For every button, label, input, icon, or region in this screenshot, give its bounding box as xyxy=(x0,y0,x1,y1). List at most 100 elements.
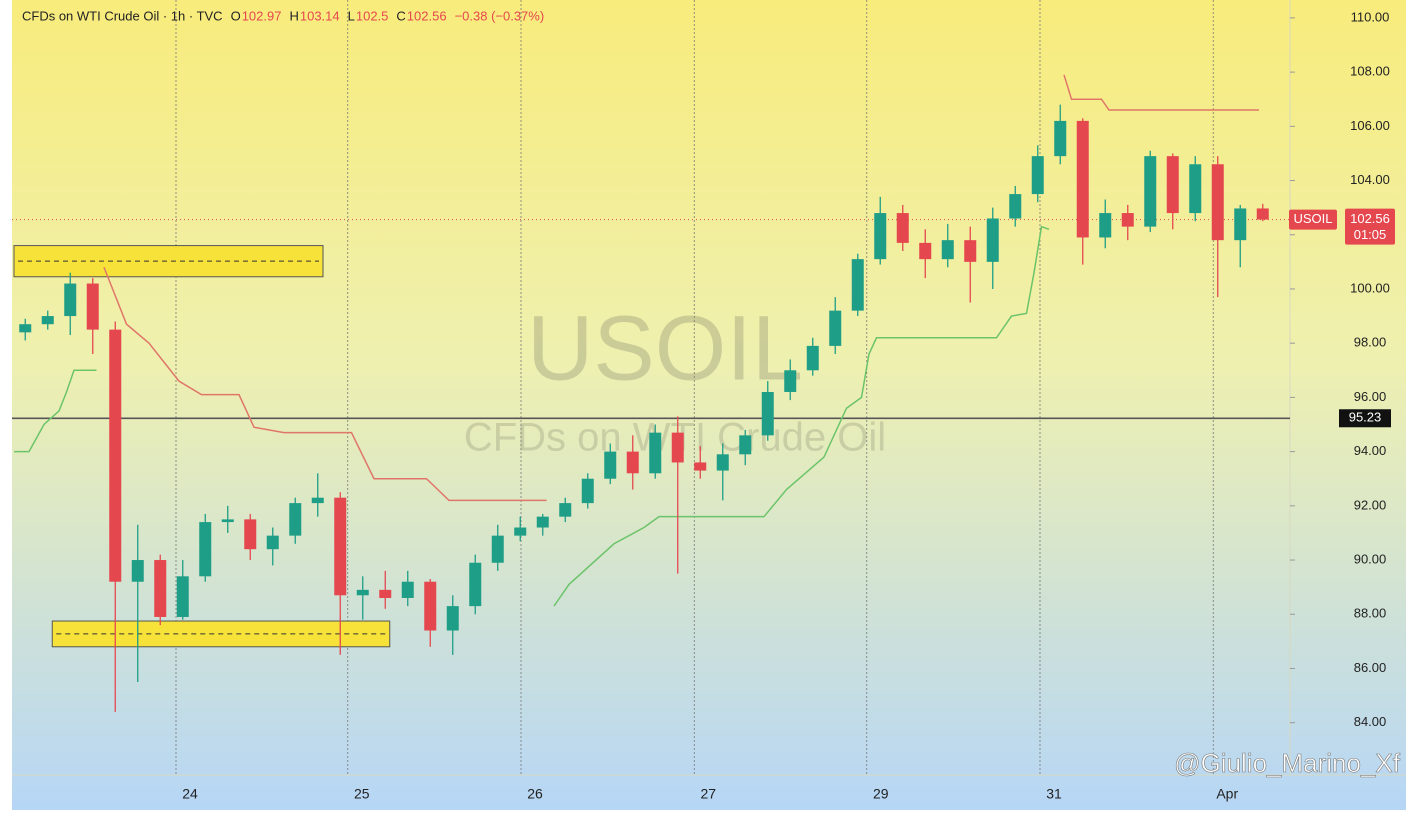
x-tick-label: 31 xyxy=(1046,786,1062,802)
candle-body xyxy=(536,516,549,528)
level-tag xyxy=(1339,409,1391,428)
candle-body xyxy=(356,589,369,596)
price-value: 102.56 xyxy=(1350,211,1390,226)
plot xyxy=(12,74,1290,712)
candle-body xyxy=(1076,120,1089,238)
candle-body xyxy=(109,329,122,582)
candle-body xyxy=(919,242,932,260)
candle-body xyxy=(1166,156,1179,214)
candle-body xyxy=(491,535,504,563)
symbol: CFDs on WTI Crude Oil · 1h · TVC xyxy=(22,8,223,23)
indicator-line xyxy=(103,74,1259,502)
candle-body xyxy=(851,259,864,311)
candle-body xyxy=(289,503,302,536)
candle-body xyxy=(379,589,392,598)
candle-body xyxy=(941,240,954,260)
x-tick-label: 25 xyxy=(354,786,370,802)
candle-body xyxy=(401,581,414,598)
candle-body xyxy=(41,316,54,325)
x-tick-label: 29 xyxy=(873,786,889,802)
y-tick-label: 92.00 xyxy=(1354,497,1387,512)
candle-body xyxy=(514,527,527,536)
candle-body xyxy=(1099,213,1112,238)
candle-body xyxy=(334,497,347,596)
y-tick-label: 104.00 xyxy=(1350,172,1390,187)
candle-body xyxy=(829,310,842,346)
y-tick-label: 86.00 xyxy=(1354,660,1387,675)
candle-body xyxy=(244,519,257,550)
candle-body xyxy=(1031,156,1044,195)
header: CFDs on WTI Crude Oil · 1h · TVC O 102.97 H… xyxy=(22,8,544,23)
y-tick-label: 84.00 xyxy=(1354,714,1387,729)
level-label: 95.23 xyxy=(1349,410,1382,425)
open-label: O xyxy=(231,8,241,23)
candle-body xyxy=(469,562,482,607)
high-label: H xyxy=(289,8,298,23)
price-tag xyxy=(1345,208,1395,245)
y-tick-label: 106.00 xyxy=(1350,118,1390,133)
y-tick-label: 90.00 xyxy=(1354,551,1387,566)
candle-body xyxy=(311,497,324,504)
x-tick-label: 24 xyxy=(182,786,198,802)
close-value: 102.56 xyxy=(407,8,447,23)
candle-body xyxy=(694,462,707,471)
y-tick-label: 88.00 xyxy=(1354,606,1387,621)
candle-body xyxy=(154,560,167,617)
watermark-ticker: USOIL xyxy=(527,297,803,399)
candle-body xyxy=(221,519,234,523)
x-tick-label: 27 xyxy=(700,786,716,802)
candle-body xyxy=(986,218,999,262)
y-tick-label: 110.00 xyxy=(1351,9,1390,24)
candle-body xyxy=(716,454,729,471)
y-tick-label: 94.00 xyxy=(1354,443,1387,458)
candle-body xyxy=(1234,208,1247,241)
candle-body xyxy=(1121,213,1134,227)
candle-body xyxy=(19,324,32,333)
candle-body xyxy=(199,522,212,577)
candle-body xyxy=(559,503,572,517)
candle-body xyxy=(784,370,797,392)
candle-body xyxy=(86,283,99,330)
credit: @Giulio_Marino_Xf xyxy=(1174,748,1401,778)
change: −0.38 (−0.37%) xyxy=(455,8,545,23)
candle-body xyxy=(1189,164,1202,214)
candle-body xyxy=(671,432,684,463)
candle-body xyxy=(1256,208,1269,220)
candle-body xyxy=(1054,120,1067,157)
indicator-line xyxy=(14,225,1050,607)
candle-body xyxy=(649,432,662,474)
open-value: 102.97 xyxy=(242,8,282,23)
y-tick-label: 96.00 xyxy=(1354,389,1387,404)
zone xyxy=(13,245,324,278)
x-tick-label: Apr xyxy=(1216,786,1238,802)
candle-body xyxy=(761,391,774,436)
y-tick-label: 108.00 xyxy=(1350,64,1390,79)
candle-body xyxy=(874,213,887,260)
candle-body xyxy=(424,581,437,631)
candle-body xyxy=(446,606,459,631)
y-tick-label: 98.00 xyxy=(1354,335,1387,350)
price-countdown: 01:05 xyxy=(1354,227,1387,242)
high-value: 103.14 xyxy=(300,8,340,23)
y-tick-label: 100.00 xyxy=(1350,280,1390,295)
price-tag-ticker xyxy=(1289,209,1337,230)
candle-body xyxy=(964,240,977,262)
x-tick-label: 26 xyxy=(527,786,543,802)
candle-body xyxy=(581,478,594,504)
chart-bg xyxy=(12,0,1406,810)
candle-body xyxy=(176,576,189,617)
candle-body xyxy=(1211,164,1224,241)
candle-body xyxy=(266,535,279,550)
candle-body xyxy=(1009,194,1022,219)
low-label: L xyxy=(348,8,355,23)
candle-body xyxy=(739,435,752,455)
low-value: 102.5 xyxy=(356,8,389,23)
candle-body xyxy=(131,560,144,582)
candle-body xyxy=(1144,156,1157,227)
price-ticker: USOIL xyxy=(1293,211,1332,226)
candle-body xyxy=(604,451,617,479)
candle-body xyxy=(626,451,639,474)
close-label: C xyxy=(396,8,405,23)
candle-body xyxy=(896,213,909,243)
